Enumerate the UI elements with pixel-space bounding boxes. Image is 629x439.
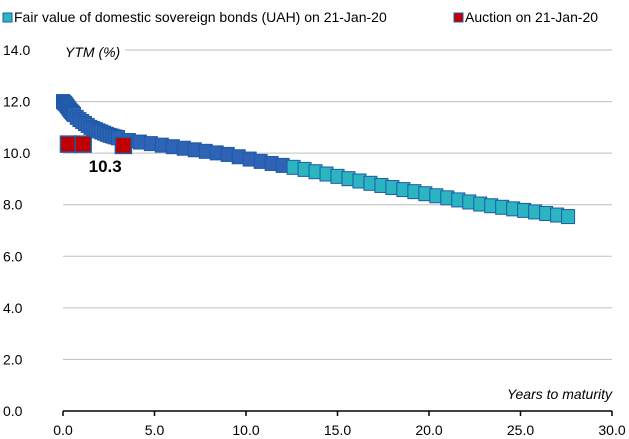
x-tick-label-2: 10.0	[232, 422, 259, 438]
y-tick-label-0: 0.0	[3, 403, 23, 419]
y-tick-label-7: 14.0	[3, 42, 30, 58]
y-tick-label-4: 8.0	[3, 197, 23, 213]
x-tick-label-5: 25.0	[507, 422, 534, 438]
y-axis-title: YTM (%)	[65, 44, 120, 60]
legend-label-fair-value: Fair value of domestic sovereign bonds (…	[14, 9, 387, 25]
x-tick-label-4: 20.0	[415, 422, 442, 438]
y-tick-labels: 0.0 2.0 4.0 6.0 8.0 10.0 12.0 14.0	[3, 42, 30, 419]
auction-point-0	[59, 135, 78, 153]
legend: Fair value of domestic sovereign bonds (…	[2, 9, 598, 25]
auction-point-1	[74, 135, 92, 153]
x-tick-label-6: 30.0	[598, 422, 625, 438]
legend-swatch-fair-value	[2, 12, 13, 23]
series-auction	[59, 135, 133, 155]
x-axis: 0.0 5.0 10.0 15.0 20.0 25.0 30.0	[53, 410, 626, 438]
y-tick-label-5: 10.0	[3, 145, 30, 161]
legend-label-auction: Auction on 21-Jan-20	[465, 9, 598, 25]
y-tick-label-6: 12.0	[3, 94, 30, 110]
x-tick-label-0: 0.0	[53, 422, 73, 438]
y-tick-label-1: 2.0	[3, 351, 23, 367]
legend-swatch-auction	[453, 12, 464, 23]
x-tick-label-1: 5.0	[145, 422, 165, 438]
fair-value-point	[561, 209, 576, 225]
auction-point-2	[114, 136, 133, 155]
y-tick-label-3: 6.0	[3, 248, 23, 264]
y-tick-label-2: 4.0	[3, 300, 23, 316]
auction-data-label: 10.3	[89, 157, 122, 176]
x-tick-label-3: 15.0	[324, 422, 351, 438]
gridlines	[63, 49, 612, 360]
x-axis-title: Years to maturity	[507, 386, 613, 402]
